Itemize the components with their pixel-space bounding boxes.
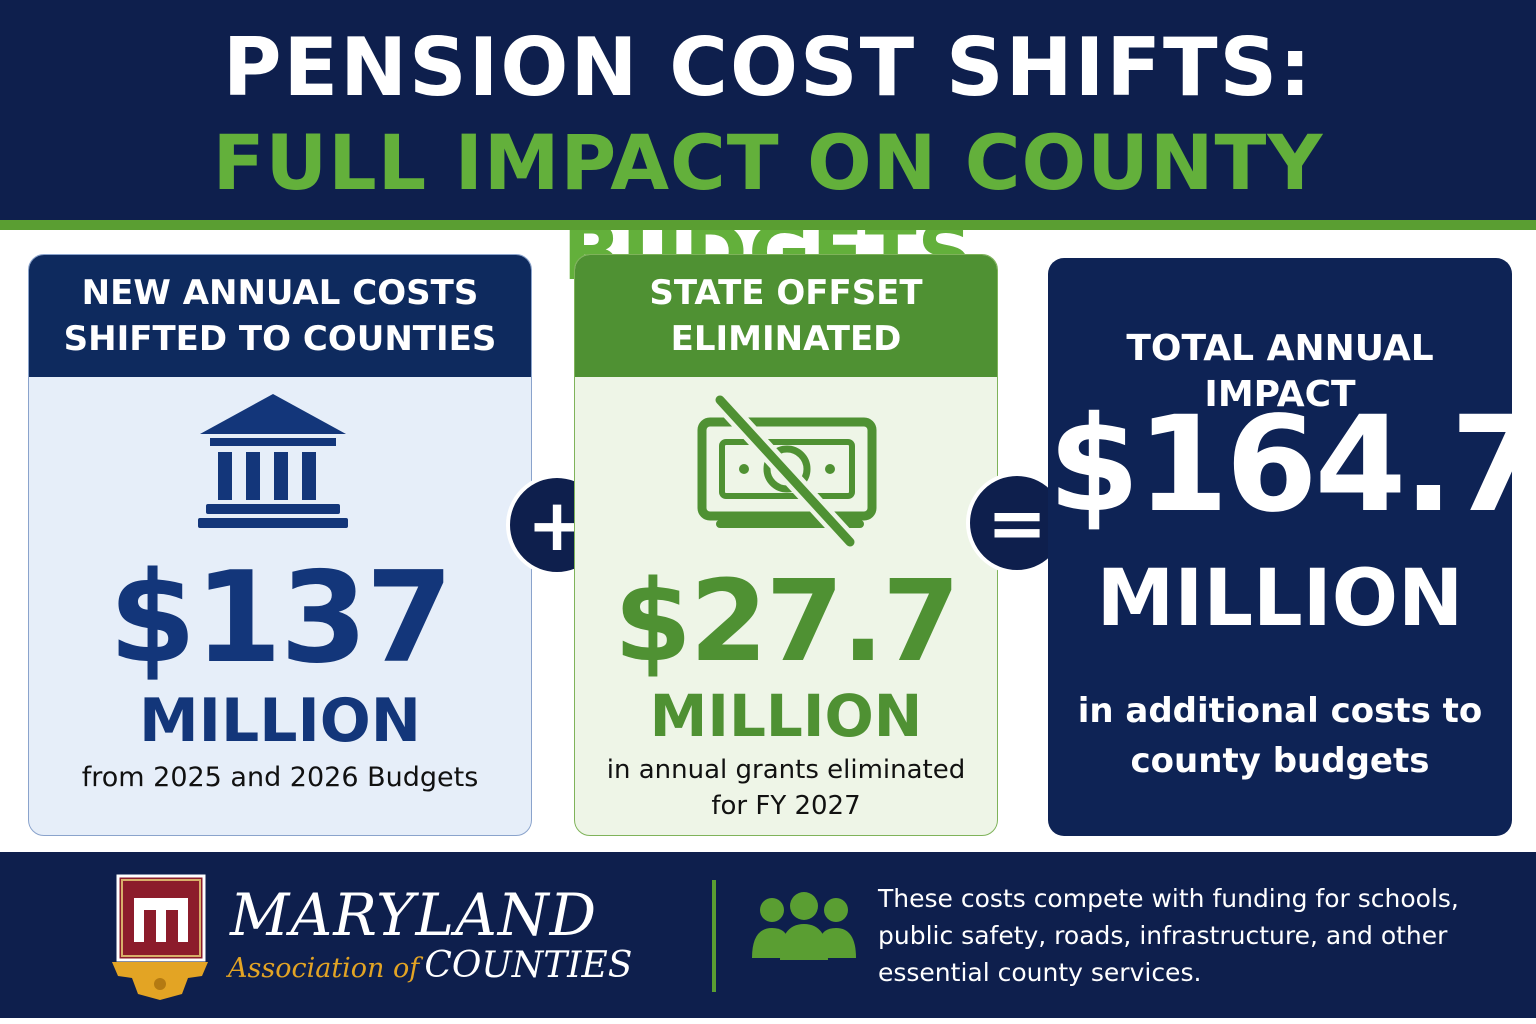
state-offset-caption: in annual grants eliminated for FY 2027 xyxy=(574,752,998,824)
heading-line: NEW ANNUAL COSTS xyxy=(81,273,479,313)
heading-line: SHIFTED TO COUNTIES xyxy=(63,319,497,359)
maco-crest-icon xyxy=(112,874,208,1000)
state-offset-values: $27.7 MILLION in annual grants eliminate… xyxy=(574,0,998,1024)
total-impact-caption: in additional costs to county budgets xyxy=(1068,686,1492,786)
total-impact-panel: TOTAL ANNUAL IMPACT $164.7 MILLION in ad… xyxy=(1048,258,1512,836)
total-impact-amount: $164.7 xyxy=(1048,388,1512,542)
new-costs-unit: MILLION xyxy=(138,686,422,756)
org-name-counties: COUNTIES xyxy=(424,945,633,986)
new-costs-values: $137 MILLION from 2025 and 2026 Budgets xyxy=(28,0,532,1024)
state-offset-heading: STATE OFFSET ELIMINATED xyxy=(575,255,997,377)
new-costs-panel: NEW ANNUAL COSTS SHIFTED TO COUNTIES xyxy=(28,254,532,836)
new-costs-heading: NEW ANNUAL COSTS SHIFTED TO COUNTIES xyxy=(29,255,531,377)
caption-line: for FY 2027 xyxy=(711,791,861,821)
government-building-icon xyxy=(198,394,348,528)
footer-bottom-rule xyxy=(0,1018,1536,1024)
people-group-icon xyxy=(752,892,856,960)
footer-message-line: These costs compete with funding for sch… xyxy=(878,884,1459,913)
footer-message-line: public safety, roads, infrastructure, an… xyxy=(878,921,1448,950)
org-name-association: Association of xyxy=(228,953,420,984)
caption-line: in additional costs to xyxy=(1077,691,1483,731)
no-money-icon xyxy=(697,392,877,551)
total-impact-heading: TOTAL ANNUAL IMPACT xyxy=(1126,328,1434,415)
org-name-subline: Association of COUNTIES xyxy=(228,946,632,992)
caption-line: in annual grants eliminated xyxy=(606,755,966,785)
header-accent-stripe xyxy=(0,220,1536,230)
new-costs-amount: $137 xyxy=(108,544,454,691)
title-line-1: PENSION COST SHIFTS: xyxy=(222,21,1314,114)
total-impact-unit: MILLION xyxy=(1096,554,1464,644)
state-offset-unit: MILLION xyxy=(649,682,923,750)
heading-line: ELIMINATED xyxy=(670,319,902,359)
footer-message-line: essential county services. xyxy=(878,958,1202,987)
org-name-maryland: MARYLAND xyxy=(230,881,598,949)
heading-line: STATE OFFSET xyxy=(649,273,923,313)
footer-message: These costs compete with funding for sch… xyxy=(878,880,1518,991)
footer-divider xyxy=(712,880,716,992)
caption-line: county budgets xyxy=(1130,741,1430,781)
state-offset-panel: STATE OFFSET ELIMINATED xyxy=(574,254,998,836)
new-costs-caption: from 2025 and 2026 Budgets xyxy=(81,762,479,793)
state-offset-amount: $27.7 xyxy=(613,557,960,687)
